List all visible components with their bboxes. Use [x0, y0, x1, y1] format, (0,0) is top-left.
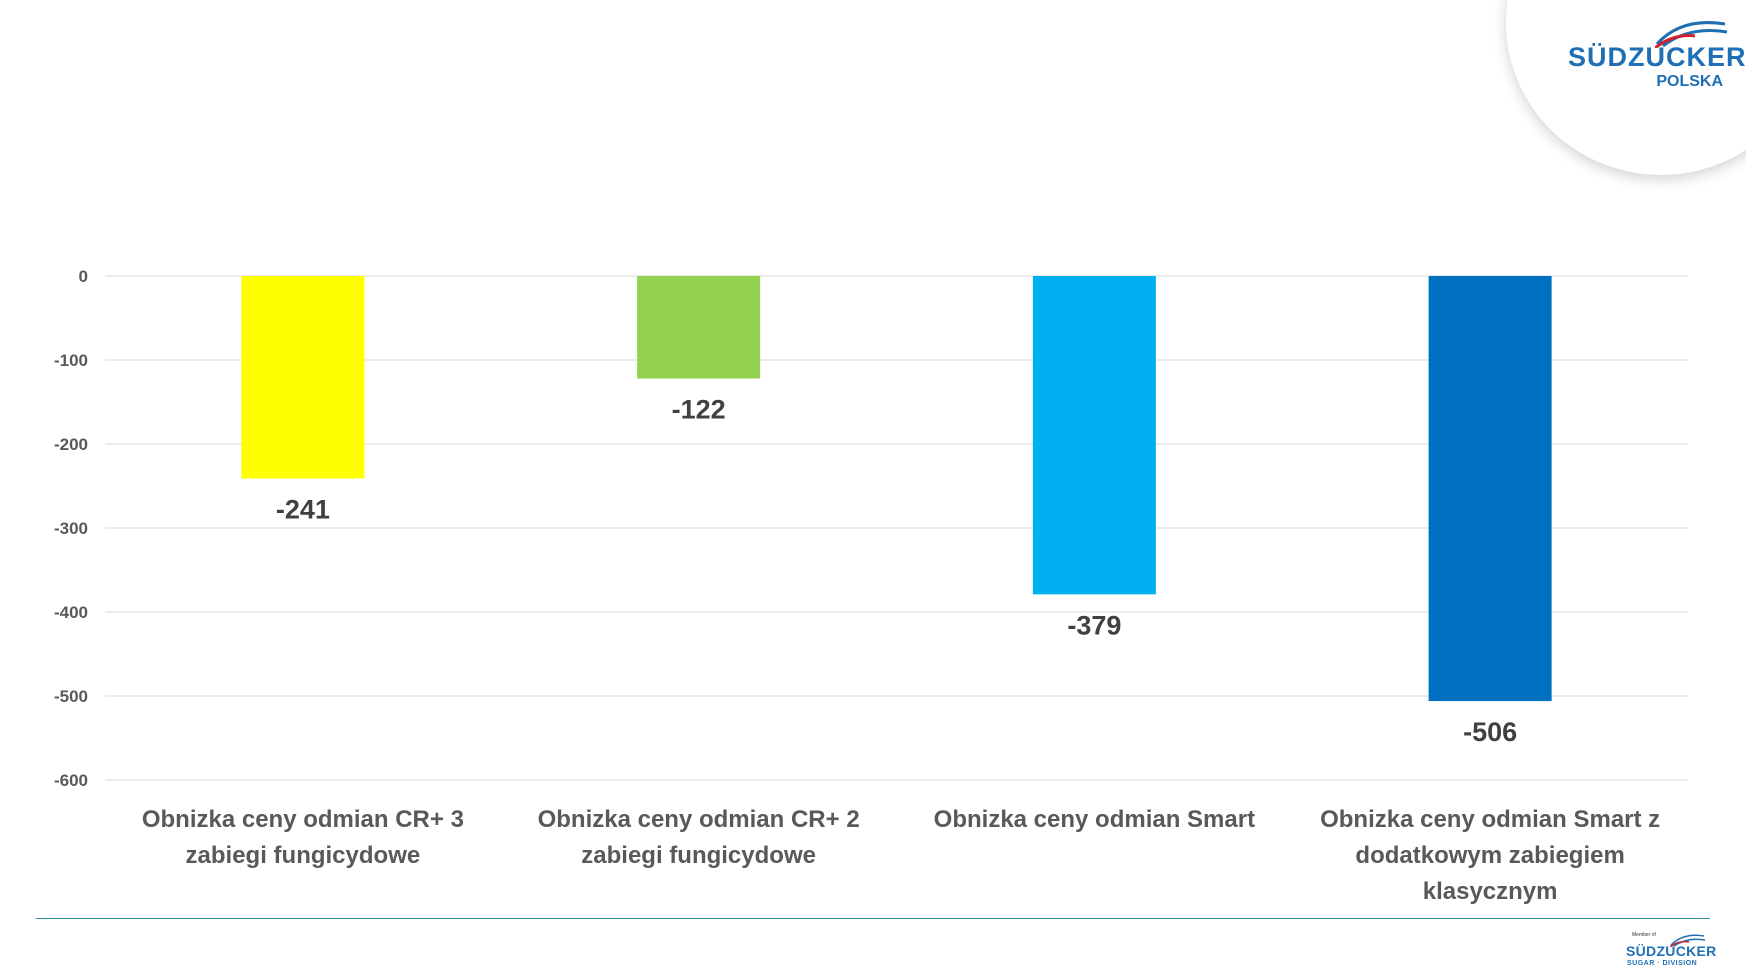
category-label-line: Obnizka ceny odmian Smart z: [1320, 806, 1660, 833]
logo-brand-text: SÜDZUCKER: [1568, 42, 1746, 72]
y-tick-label: -400: [54, 603, 88, 622]
category-label-line: zabiegi fungicydowe: [581, 842, 816, 869]
bar: [1032, 276, 1156, 595]
category-label: Obnizka ceny odmian CR+ 3 zabiegi fungicy…: [142, 806, 464, 869]
footer-logo-brand-text: SÜDZUCKER: [1626, 943, 1717, 959]
footer-logo-member-text: Member of: [1632, 932, 1656, 938]
footer-logo-subtitle-text: SUGAR · DIVISION: [1627, 960, 1698, 967]
category-label-line: Obnizka ceny odmian CR+ 2: [538, 806, 860, 833]
sugar-wave-icon: [1655, 21, 1728, 48]
category-label: Obnizka ceny odmian CR+ 2 zabiegi fungicy…: [538, 806, 860, 869]
logo-subtitle-text: POLSKA: [1656, 73, 1723, 90]
y-tick-label: 0: [79, 267, 88, 286]
data-label: -122: [672, 394, 726, 424]
category-label-line: Obnizka ceny odmian Smart: [934, 806, 1255, 833]
sudzucker-sugar-division-logo: Member of SÜDZUCKER SUGAR · DIVISION: [1620, 930, 1716, 974]
category-label-line: Obnizka ceny odmian CR+ 3: [142, 806, 464, 833]
bar: [241, 276, 365, 479]
category-label: Obnizka ceny odmian Smart: [934, 806, 1255, 833]
footer-divider: [36, 918, 1710, 919]
data-label: -241: [276, 494, 330, 524]
y-tick-label: -100: [54, 351, 88, 370]
category-label-line: dodatkowym zabiegiem: [1355, 842, 1624, 869]
data-label: -506: [1463, 717, 1517, 747]
y-tick-label: -200: [54, 435, 88, 454]
y-tick-label: -500: [54, 687, 88, 706]
bar: [1428, 276, 1552, 702]
category-label-line: zabiegi fungicydowe: [186, 842, 421, 869]
y-tick-label: -300: [54, 519, 88, 538]
sudzucker-polska-logo: SÜDZUCKER POLSKA: [1560, 18, 1746, 98]
bar: [637, 276, 761, 379]
y-tick-label: -600: [54, 771, 88, 790]
footer-wave-icon: [1670, 934, 1706, 947]
data-label: -379: [1067, 610, 1121, 640]
category-label: Obnizka ceny odmian Smart z dodatkowym za…: [1320, 806, 1660, 905]
category-label-line: klasycznym: [1423, 878, 1558, 905]
